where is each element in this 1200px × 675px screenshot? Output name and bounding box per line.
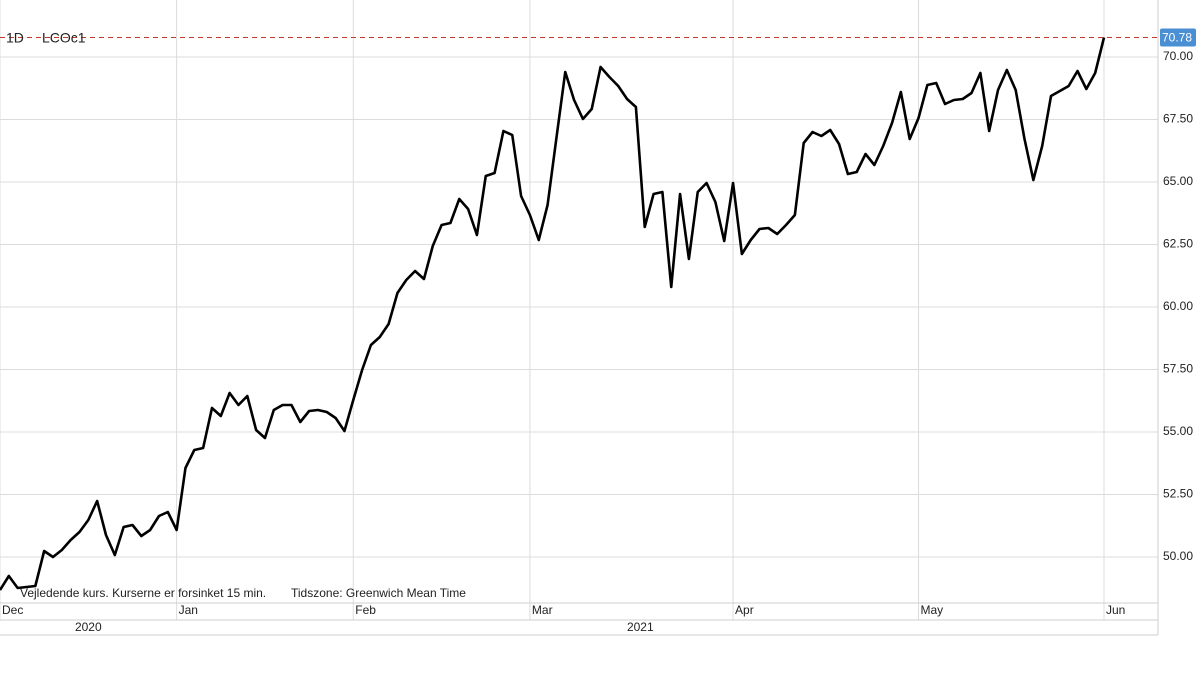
x-tick-label: Jan bbox=[179, 603, 198, 617]
y-tick-label: 62.50 bbox=[1163, 237, 1193, 251]
x-tick-label: May bbox=[921, 603, 944, 617]
y-tick-label: 65.00 bbox=[1163, 174, 1193, 188]
x-tick-label: Apr bbox=[735, 603, 754, 617]
interval: 1D bbox=[6, 30, 24, 46]
y-tick-label: 50.00 bbox=[1163, 549, 1193, 563]
note: Vejledende kurs. Kurserne er forsinket 1… bbox=[20, 586, 266, 600]
y-tick-label: 70.00 bbox=[1163, 49, 1193, 63]
x-tick-label: Jun bbox=[1106, 603, 1125, 617]
last-value-label: 70.78 bbox=[1162, 31, 1192, 45]
x-tick-label: Mar bbox=[532, 603, 553, 617]
y-tick-label: 52.50 bbox=[1163, 487, 1193, 501]
y-tick-label: 55.00 bbox=[1163, 424, 1193, 438]
plot bbox=[0, 37, 1158, 591]
y-tick-label: 67.50 bbox=[1163, 112, 1193, 126]
y-tick-label: 60.00 bbox=[1163, 299, 1193, 313]
note: Tidszone: Greenwich Mean Time bbox=[291, 586, 466, 600]
symbol: LCOc1 bbox=[42, 30, 86, 46]
x-tick-label: Feb bbox=[355, 603, 376, 617]
price-line bbox=[0, 37, 1106, 591]
grid bbox=[0, 0, 1158, 620]
year-label: 2020 bbox=[75, 620, 102, 634]
year-label: 2021 bbox=[627, 620, 654, 634]
last-value-box bbox=[1160, 28, 1196, 47]
x-tick-label: Dec bbox=[2, 603, 23, 617]
y-tick-label: 57.50 bbox=[1163, 362, 1193, 376]
